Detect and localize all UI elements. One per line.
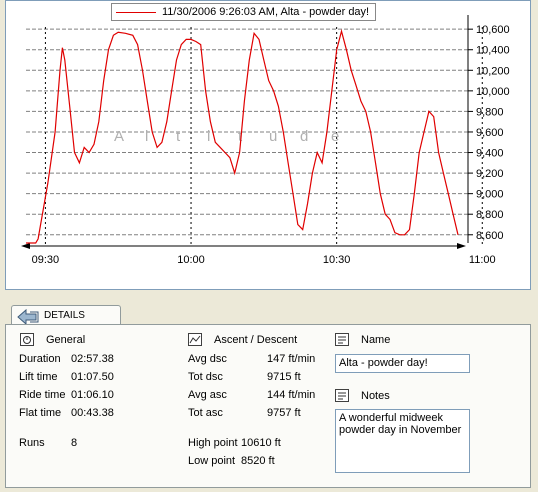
notes-section-header: Notes	[335, 389, 390, 402]
avg-asc-value: 144 ft/min	[267, 389, 316, 401]
watermark-letter: l	[145, 128, 148, 145]
altitude-chart: 10,600 10,400 10,200 10,000 9,800 9,600 9,400 9…	[21, 15, 510, 266]
watermark-letter: d	[300, 128, 308, 145]
general-section-header: General	[20, 333, 85, 346]
x-tick-label: 10:30	[323, 254, 351, 266]
details-panel: General Duration 02:57.38 Lift time 01:0…	[5, 324, 531, 488]
y-tick-label: 9,800	[476, 106, 504, 118]
y-tick-label: 8,600	[476, 230, 504, 242]
y-tick-label: 8,800	[476, 209, 504, 221]
flat-time-value: 00:43.38	[71, 407, 114, 419]
stopwatch-icon	[20, 333, 34, 346]
high-point-label: High point	[188, 437, 238, 449]
ascent-title: Ascent / Descent	[214, 333, 298, 346]
watermark-letter: A	[114, 128, 124, 145]
low-point-value: 8520 ft	[241, 455, 275, 467]
avg-dsc-label: Avg dsc	[188, 353, 227, 365]
altitude-chart-panel: 10,600 10,400 10,200 10,000 9,800 9,600 9,400 9…	[5, 0, 531, 290]
runs-label: Runs	[19, 437, 45, 449]
y-tick-label: 9,400	[476, 148, 504, 160]
tot-asc-label: Tot asc	[188, 407, 223, 419]
watermark-letter: i	[207, 128, 210, 145]
name-input[interactable]: Alta - powder day!	[335, 354, 470, 373]
runs-value: 8	[71, 437, 78, 449]
y-tick-label: 10,400	[476, 45, 510, 57]
legend-swatch	[116, 11, 156, 13]
details-tab-icon	[17, 308, 39, 324]
tot-dsc-value: 9715 ft	[267, 371, 301, 383]
watermark-letter: e	[331, 128, 339, 145]
y-tick-label: 10,200	[476, 65, 510, 77]
lift-time-label: Lift time	[19, 371, 58, 383]
notes-title: Notes	[361, 389, 390, 402]
low-point-label: Low point	[188, 455, 236, 467]
notes-line-2: powder day in November	[339, 424, 462, 436]
flat-time-label: Flat time	[19, 407, 62, 419]
x-axis-left-arrow	[21, 243, 30, 249]
y-tick-label: 9,000	[476, 189, 504, 201]
tot-dsc-label: Tot dsc	[188, 371, 223, 383]
name-section-header: Name	[335, 333, 390, 346]
ride-time-value: 01:06.10	[71, 389, 114, 401]
notes-icon	[335, 389, 349, 402]
y-tick-label: 9,600	[476, 127, 504, 139]
duration-label: Duration	[19, 353, 61, 365]
lift-time-value: 01:07.50	[71, 371, 114, 383]
ascent-section-header: Ascent / Descent	[188, 333, 297, 346]
ascent-descent-icon	[188, 333, 202, 346]
y-tick-label: 9,200	[476, 168, 504, 180]
altitude-series-line	[26, 28, 459, 244]
high-point-value: 10610 ft	[241, 437, 281, 449]
y-tick-label: 10,000	[476, 86, 510, 98]
chart-legend: 11/30/2006 9:26:03 AM, Alta - powder day…	[111, 3, 377, 21]
x-tick-label: 11:00	[469, 254, 496, 266]
edit-icon	[335, 333, 349, 346]
notes-textarea[interactable]: A wonderful midweek powder day in Novemb…	[335, 409, 470, 473]
ride-time-label: Ride time	[19, 389, 66, 401]
x-axis-right-arrow	[457, 243, 466, 249]
y-tick-label: 10,600	[476, 24, 510, 36]
duration-value: 02:57.38	[71, 353, 114, 365]
name-title: Name	[361, 333, 391, 346]
legend-label: 11/30/2006 9:26:03 AM, Alta - powder day…	[162, 6, 370, 18]
x-tick-label: 09:30	[32, 254, 60, 266]
notes-line-1: A wonderful midweek	[339, 412, 443, 424]
tab-details[interactable]: DETAILS	[11, 305, 121, 325]
avg-asc-label: Avg asc	[188, 389, 227, 401]
watermark-letter: t	[176, 128, 181, 145]
avg-dsc-value: 147 ft/min	[267, 353, 316, 365]
watermark-letter: u	[269, 128, 277, 145]
general-title: General	[46, 333, 86, 346]
tot-asc-value: 9757 ft	[267, 407, 301, 419]
x-tick-label: 10:00	[177, 254, 205, 266]
tab-details-label: DETAILS	[44, 310, 85, 321]
